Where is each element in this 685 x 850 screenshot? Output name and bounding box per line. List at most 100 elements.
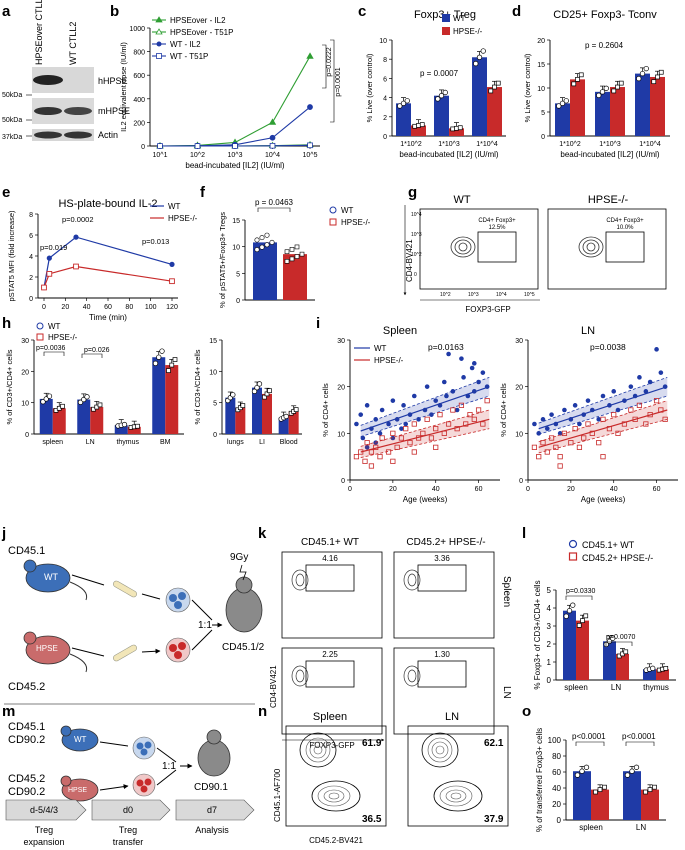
h2-xtick-label: Blood [280,439,298,446]
l-legend-marker-hpse [568,552,578,561]
i2-xtick-label: 20 [567,486,575,493]
i2-trend-WT [538,386,668,430]
mouse-hpse-label: HPSE [36,644,58,653]
i1-point-WT [401,403,406,408]
b-legend-label: WT - T51P [170,52,208,61]
o-ytick-label: 40 [552,784,561,793]
i2-point-WT [600,393,606,399]
flow-g-gate-value-hpse: 10.0% [616,225,634,231]
h1-dot [40,399,46,405]
flow-g-ylabel: CD4-BV421 [405,239,414,282]
i2-point-HPSE-/- [536,454,542,460]
i1-point-HPSE-/- [353,454,360,460]
cells-blue-m-icon [132,736,156,760]
c-dot [438,93,445,99]
f-dot [254,247,260,253]
m-label-cd902-b: CD90.2 [8,786,45,798]
d-dot [615,84,620,90]
l-dot [610,635,616,641]
d-dot [559,100,566,107]
i2-point-HPSE-/- [531,444,538,450]
l-bar-CD45.1+ WT-LN [603,641,616,680]
panel-label-m: m [2,703,15,720]
panel-label-b: b [110,3,119,20]
i1-point-HPSE-/- [368,463,375,469]
i1-ci-lower [360,428,490,458]
l-dot [606,638,613,644]
l-ytick-label: 4 [547,604,552,613]
flow-k-value-1: 4.16 [322,554,338,563]
d-ytick-label: 5 [541,110,545,117]
i2-point-WT [596,417,602,422]
h2-ytick-label: 15 [209,338,217,345]
i1-point-HPSE-/- [377,454,383,460]
i1-point-HPSE-/- [471,416,477,422]
i2-point-WT [611,389,617,394]
j-label-cd452: CD45.2 [8,681,45,693]
c-bar-WT-1*10^3 [434,95,449,136]
cells-red-icon [165,637,191,663]
e-pvalue-3: p=0.013 [142,237,169,246]
i2-ci-upper [538,376,668,424]
b-point-WT - T51P [232,143,238,149]
i1-point-WT [399,426,404,431]
h2-bar-WT-LI [252,387,262,434]
f-dot [254,237,260,243]
f-bracket [257,207,291,212]
i2-point-HPSE-/- [540,440,546,446]
d-dot [611,88,617,94]
h-pvalue-2: p=0.026 [84,347,110,354]
band-mhpse-1 [34,107,62,115]
chart-i-ln: 0 10 20 30 0 20 40 60 LN p=0.0038 % of CD4+ cells A… [499,325,678,504]
i1-point-WT [476,379,481,385]
l-bar-CD45.2+ HPSE-/--spleen [576,620,589,680]
i2-point-WT [581,412,587,417]
d-bar-HPSE-/--1*10^2 [570,79,585,136]
o-dot [597,787,603,792]
i2-point-WT [654,347,659,352]
o-bar-HPSE-/--spleen [591,789,609,820]
f-ytick-label: 10 [232,245,240,252]
c-ylabel: % Live (over control) [365,53,374,122]
d-dot [556,103,562,109]
i2-ytick-label: 20 [515,385,523,392]
i2-point-WT [572,403,578,408]
l-bracket-1 [565,595,593,600]
flow-g-tick-3: 10^2 [411,252,422,258]
i1-point-WT [480,370,486,375]
i1-point-HPSE-/- [411,421,417,427]
d-dot [575,77,580,82]
i1-point-HPSE-/- [385,449,392,455]
i1-legend-label: HPSE-/- [374,356,404,365]
flow-g-gate-wt [477,231,517,263]
f-ytick-label: 0 [236,298,240,305]
i1-point-WT [484,384,490,389]
mouse-hpse-icon: HPSE [23,631,88,673]
o-ytick-label: 20 [552,800,561,809]
h1-ylabel: % of CD3+/CD4+ cells [5,349,14,424]
h1-dot [84,394,90,400]
b-ylabel: IL2 equivalent dose (IU/ml) [119,42,128,132]
c-dot [442,89,448,96]
i1-point-WT [422,407,428,413]
l-ytick-label: 1 [547,658,552,667]
i1-point-HPSE-/- [454,426,460,432]
d-dot [603,85,609,91]
b-ytick-label: 0 [141,144,145,151]
i1-point-WT [354,421,359,427]
flow-n-plot-spleen [285,725,387,827]
h-legend-marker-hpse [36,333,44,341]
i1-point-WT [416,417,421,422]
h1-bar-HPSE-/--BM [165,365,179,434]
h-legend-hpse: HPSE-/- [48,333,78,342]
b-ytick-label: 1000 [129,26,145,33]
h1-xtick-label: spleen [42,439,63,446]
o-dot [574,772,581,778]
h2-xtick-label: LI [259,439,265,446]
i1-point-WT [386,421,391,427]
i2-ytick-label: 10 [515,431,523,438]
flow-g-gate-label-wt: CD4+ Foxp3+ [478,218,516,224]
flow-n-title-ln: LN [445,711,459,723]
i1-ylabel: % of CD4+ cells [321,383,330,437]
o-bracket-1 [575,741,605,746]
